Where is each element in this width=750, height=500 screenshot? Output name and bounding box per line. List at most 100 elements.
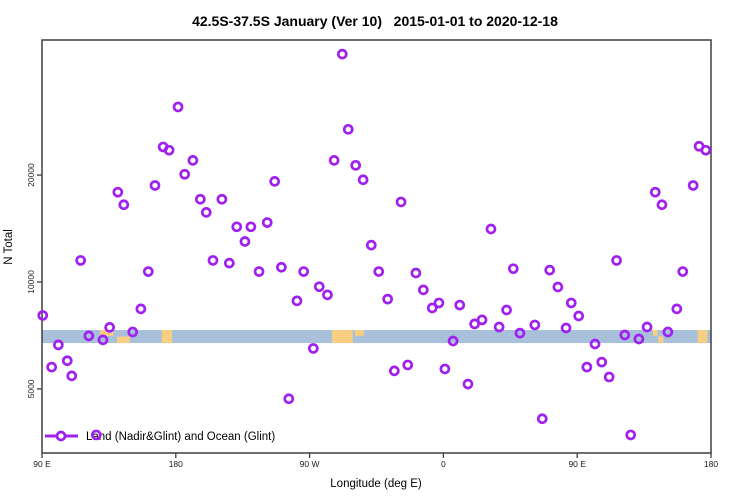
data-point <box>649 186 661 198</box>
land-segment <box>653 329 658 336</box>
y-tick-label: 10000 <box>26 270 36 294</box>
data-point <box>544 264 556 276</box>
land-segment <box>161 329 173 344</box>
y-tick-label: 20000 <box>26 163 36 187</box>
data-point <box>493 321 505 333</box>
data-point <box>187 154 199 166</box>
x-tick-label: 0 <box>441 459 446 469</box>
tick-labels: 90 E 180 90 W 0 90 E 180 5000 10000 20000 <box>26 163 718 469</box>
data-point <box>223 257 235 269</box>
x-tick-label: 90 E <box>568 459 586 469</box>
data-point <box>581 361 593 373</box>
data-point <box>112 186 124 198</box>
y-axis-title: N Total <box>3 229 15 265</box>
legend-label: Land (Nadir&Glint) and Ocean (Glint) <box>86 431 275 443</box>
data-point <box>485 223 497 235</box>
data-point <box>687 180 699 191</box>
data-point <box>245 221 257 233</box>
data-point <box>536 413 548 425</box>
data-point <box>476 314 488 326</box>
data-point <box>373 266 385 277</box>
data-point <box>426 302 438 314</box>
x-tick-label: 180 <box>169 459 183 469</box>
ocean-band <box>42 329 711 344</box>
data-point <box>507 263 519 275</box>
data-point <box>641 321 653 333</box>
plot-frame <box>37 39 712 458</box>
data-point <box>253 266 265 277</box>
data-point <box>90 429 102 441</box>
data-point <box>322 289 333 301</box>
data-point <box>382 293 393 305</box>
data-point <box>350 159 362 171</box>
data-point <box>179 168 191 180</box>
data-point <box>402 359 414 371</box>
x-axis-title: Longitude (deg E) <box>330 478 422 490</box>
data-point <box>462 378 474 390</box>
data-point <box>560 322 572 334</box>
data-point <box>200 207 212 218</box>
data-point <box>83 330 95 342</box>
data-point <box>447 335 459 347</box>
legend-marker <box>45 430 78 442</box>
data-point <box>552 281 564 293</box>
data-point <box>163 144 175 156</box>
data-point <box>207 255 219 266</box>
data-point <box>677 266 689 277</box>
data-point <box>239 236 251 247</box>
data-point <box>388 365 400 377</box>
data-point <box>573 310 585 322</box>
data-point <box>433 297 445 309</box>
data-point <box>662 326 674 338</box>
data-point <box>589 338 601 350</box>
data-point <box>417 284 429 296</box>
data-point <box>439 363 451 375</box>
data-point <box>565 297 577 309</box>
data-point <box>625 429 637 441</box>
data-point <box>276 261 287 273</box>
data-point <box>611 255 622 266</box>
data-point <box>395 196 407 208</box>
x-tick-label: 90 E <box>33 459 51 469</box>
data-point <box>357 174 369 186</box>
data-point <box>700 144 712 156</box>
data-point <box>603 371 615 383</box>
legend-circle-icon <box>55 430 67 442</box>
data-point <box>454 299 466 311</box>
data-point <box>66 370 78 382</box>
data-point <box>342 123 354 135</box>
chart-title: 42.5S-37.5S January (Ver 10) 2015-01-01 … <box>192 13 558 29</box>
data-point <box>529 319 541 331</box>
data-point <box>671 303 683 315</box>
latitude-map-strip <box>42 329 711 344</box>
data-point <box>313 281 325 293</box>
data-point <box>135 303 147 315</box>
data-point <box>104 322 115 333</box>
data-point <box>61 355 73 367</box>
data-point <box>231 221 243 233</box>
data-point <box>46 361 58 373</box>
data-point <box>656 199 668 211</box>
data-point <box>269 175 281 187</box>
data-point <box>118 199 130 211</box>
y-tick-label: 5000 <box>26 379 36 398</box>
data-point <box>127 326 139 338</box>
data-point <box>291 295 303 307</box>
data-point <box>596 356 608 368</box>
data-point <box>53 339 64 351</box>
data-point <box>365 239 377 251</box>
data-point <box>194 193 206 205</box>
land-segment <box>99 329 114 336</box>
x-tick-label: 90 W <box>300 459 320 469</box>
data-point <box>283 393 295 405</box>
data-point <box>149 180 161 191</box>
land-segment <box>658 336 664 344</box>
data-points <box>37 48 712 441</box>
land-segment <box>354 329 364 336</box>
data-point <box>307 343 319 354</box>
data-point <box>97 334 109 346</box>
data-point <box>216 193 228 205</box>
data-point <box>37 310 49 321</box>
land-segment <box>117 336 130 344</box>
